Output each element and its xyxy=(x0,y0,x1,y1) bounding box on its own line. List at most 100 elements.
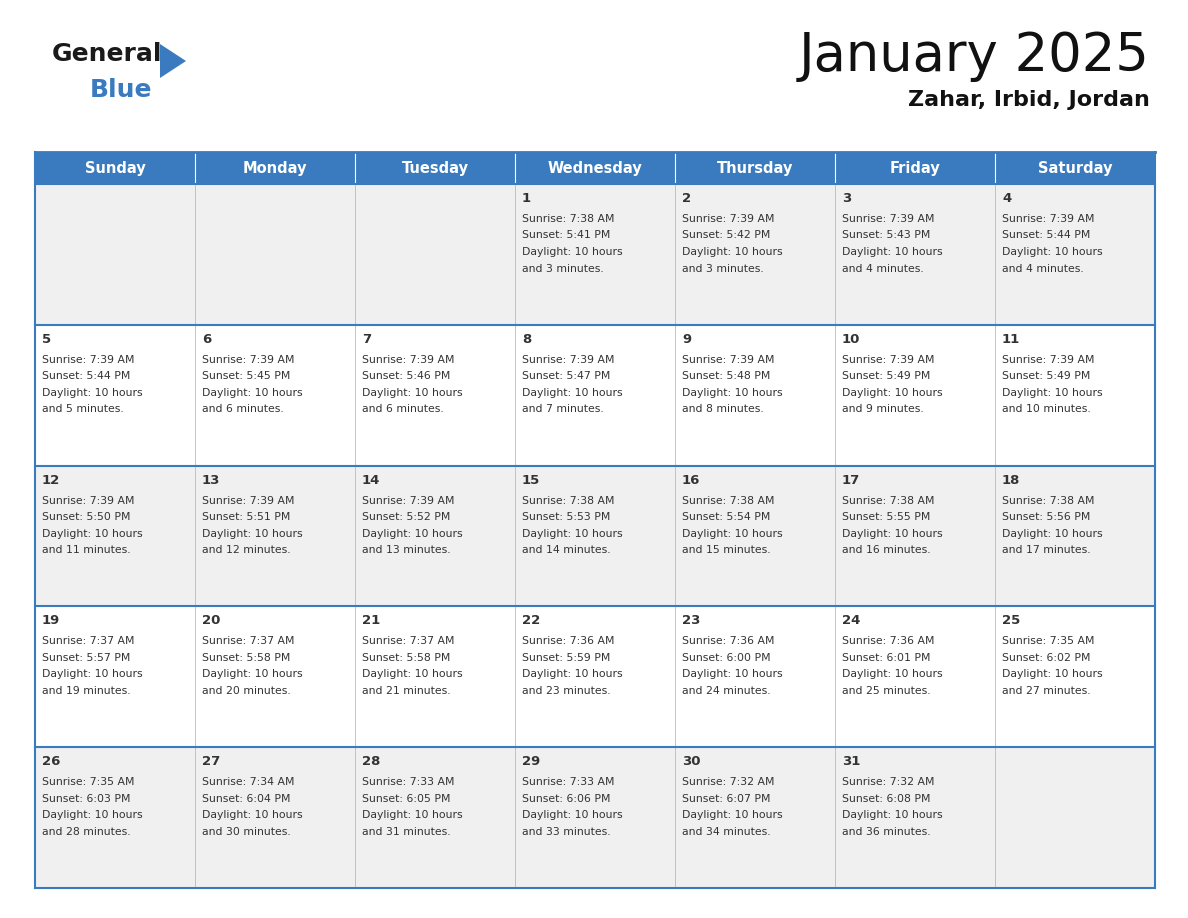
Text: Sunrise: 7:36 AM: Sunrise: 7:36 AM xyxy=(842,636,935,646)
Text: Sunrise: 7:39 AM: Sunrise: 7:39 AM xyxy=(682,214,775,224)
Text: 2: 2 xyxy=(682,192,691,205)
Bar xyxy=(195,152,355,184)
Text: Sunrise: 7:37 AM: Sunrise: 7:37 AM xyxy=(42,636,134,646)
Text: Sunrise: 7:38 AM: Sunrise: 7:38 AM xyxy=(522,496,614,506)
Text: Sunrise: 7:39 AM: Sunrise: 7:39 AM xyxy=(522,354,614,364)
Text: Sunrise: 7:39 AM: Sunrise: 7:39 AM xyxy=(1001,214,1094,224)
Bar xyxy=(34,607,1155,747)
Text: Sunrise: 7:36 AM: Sunrise: 7:36 AM xyxy=(682,636,775,646)
Bar xyxy=(675,152,835,184)
Text: and 14 minutes.: and 14 minutes. xyxy=(522,545,611,555)
Text: Sunset: 5:49 PM: Sunset: 5:49 PM xyxy=(842,371,930,381)
Text: Daylight: 10 hours: Daylight: 10 hours xyxy=(1001,669,1102,679)
Text: Sunset: 6:03 PM: Sunset: 6:03 PM xyxy=(42,794,131,803)
Text: 31: 31 xyxy=(842,756,860,768)
Text: 19: 19 xyxy=(42,614,61,627)
Text: and 11 minutes.: and 11 minutes. xyxy=(42,545,131,555)
Text: Sunrise: 7:38 AM: Sunrise: 7:38 AM xyxy=(842,496,935,506)
Text: Sunrise: 7:32 AM: Sunrise: 7:32 AM xyxy=(682,778,775,788)
Text: Sunset: 5:59 PM: Sunset: 5:59 PM xyxy=(522,653,611,663)
Text: Sunset: 6:02 PM: Sunset: 6:02 PM xyxy=(1001,653,1091,663)
Text: Daylight: 10 hours: Daylight: 10 hours xyxy=(42,811,143,820)
Text: and 10 minutes.: and 10 minutes. xyxy=(1001,404,1091,414)
Text: Sunrise: 7:36 AM: Sunrise: 7:36 AM xyxy=(522,636,614,646)
Polygon shape xyxy=(160,44,187,78)
Text: Daylight: 10 hours: Daylight: 10 hours xyxy=(682,811,783,820)
Text: and 21 minutes.: and 21 minutes. xyxy=(362,686,450,696)
Text: 14: 14 xyxy=(362,474,380,487)
Text: Sunset: 5:58 PM: Sunset: 5:58 PM xyxy=(362,653,450,663)
Text: 8: 8 xyxy=(522,333,531,346)
Text: 25: 25 xyxy=(1001,614,1020,627)
Text: Daylight: 10 hours: Daylight: 10 hours xyxy=(522,247,623,257)
Text: 11: 11 xyxy=(1001,333,1020,346)
Text: Sunset: 5:44 PM: Sunset: 5:44 PM xyxy=(1001,230,1091,241)
Text: and 20 minutes.: and 20 minutes. xyxy=(202,686,291,696)
Text: Daylight: 10 hours: Daylight: 10 hours xyxy=(522,811,623,820)
Text: Sunrise: 7:39 AM: Sunrise: 7:39 AM xyxy=(1001,354,1094,364)
Text: and 4 minutes.: and 4 minutes. xyxy=(842,263,924,274)
Text: Daylight: 10 hours: Daylight: 10 hours xyxy=(202,529,303,539)
Text: Daylight: 10 hours: Daylight: 10 hours xyxy=(362,811,462,820)
Text: Daylight: 10 hours: Daylight: 10 hours xyxy=(42,669,143,679)
Bar xyxy=(355,152,516,184)
Text: 6: 6 xyxy=(202,333,211,346)
Text: Daylight: 10 hours: Daylight: 10 hours xyxy=(362,387,462,397)
Text: Sunset: 5:57 PM: Sunset: 5:57 PM xyxy=(42,653,131,663)
Text: 9: 9 xyxy=(682,333,691,346)
Text: and 13 minutes.: and 13 minutes. xyxy=(362,545,450,555)
Text: Sunrise: 7:39 AM: Sunrise: 7:39 AM xyxy=(842,354,935,364)
Text: and 12 minutes.: and 12 minutes. xyxy=(202,545,291,555)
Text: Sunset: 5:41 PM: Sunset: 5:41 PM xyxy=(522,230,611,241)
Text: Sunrise: 7:32 AM: Sunrise: 7:32 AM xyxy=(842,778,935,788)
Text: 16: 16 xyxy=(682,474,701,487)
Text: Sunset: 5:49 PM: Sunset: 5:49 PM xyxy=(1001,371,1091,381)
Text: Sunset: 6:07 PM: Sunset: 6:07 PM xyxy=(682,794,771,803)
Text: and 24 minutes.: and 24 minutes. xyxy=(682,686,771,696)
Text: Monday: Monday xyxy=(242,161,308,175)
Text: Sunset: 5:44 PM: Sunset: 5:44 PM xyxy=(42,371,131,381)
Bar xyxy=(996,152,1155,184)
Text: Sunrise: 7:35 AM: Sunrise: 7:35 AM xyxy=(42,778,134,788)
Text: Sunrise: 7:39 AM: Sunrise: 7:39 AM xyxy=(362,496,455,506)
Text: and 5 minutes.: and 5 minutes. xyxy=(42,404,124,414)
Text: Daylight: 10 hours: Daylight: 10 hours xyxy=(842,811,942,820)
Text: Sunset: 6:00 PM: Sunset: 6:00 PM xyxy=(682,653,771,663)
Text: Sunday: Sunday xyxy=(84,161,145,175)
Text: General: General xyxy=(52,42,163,66)
Text: Daylight: 10 hours: Daylight: 10 hours xyxy=(522,669,623,679)
Text: Daylight: 10 hours: Daylight: 10 hours xyxy=(522,387,623,397)
Text: Sunset: 5:56 PM: Sunset: 5:56 PM xyxy=(1001,512,1091,522)
Text: and 3 minutes.: and 3 minutes. xyxy=(682,263,764,274)
Text: 12: 12 xyxy=(42,474,61,487)
Text: 18: 18 xyxy=(1001,474,1020,487)
Text: Sunrise: 7:39 AM: Sunrise: 7:39 AM xyxy=(202,354,295,364)
Text: 22: 22 xyxy=(522,614,541,627)
Text: Sunrise: 7:37 AM: Sunrise: 7:37 AM xyxy=(362,636,455,646)
Text: Sunrise: 7:38 AM: Sunrise: 7:38 AM xyxy=(1001,496,1094,506)
Text: 3: 3 xyxy=(842,192,852,205)
Text: and 17 minutes.: and 17 minutes. xyxy=(1001,545,1091,555)
Bar xyxy=(34,184,1155,325)
Text: 26: 26 xyxy=(42,756,61,768)
Text: Daylight: 10 hours: Daylight: 10 hours xyxy=(682,387,783,397)
Text: Sunset: 6:04 PM: Sunset: 6:04 PM xyxy=(202,794,291,803)
Text: Sunrise: 7:35 AM: Sunrise: 7:35 AM xyxy=(1001,636,1094,646)
Text: Sunrise: 7:39 AM: Sunrise: 7:39 AM xyxy=(682,354,775,364)
Text: and 7 minutes.: and 7 minutes. xyxy=(522,404,604,414)
Bar xyxy=(835,152,996,184)
Text: 13: 13 xyxy=(202,474,221,487)
Text: Thursday: Thursday xyxy=(716,161,794,175)
Text: and 16 minutes.: and 16 minutes. xyxy=(842,545,930,555)
Text: 24: 24 xyxy=(842,614,860,627)
Text: Sunset: 5:52 PM: Sunset: 5:52 PM xyxy=(362,512,450,522)
Text: Tuesday: Tuesday xyxy=(402,161,468,175)
Text: Sunrise: 7:39 AM: Sunrise: 7:39 AM xyxy=(362,354,455,364)
Text: Daylight: 10 hours: Daylight: 10 hours xyxy=(202,669,303,679)
Text: Sunrise: 7:33 AM: Sunrise: 7:33 AM xyxy=(362,778,455,788)
Text: and 3 minutes.: and 3 minutes. xyxy=(522,263,604,274)
Bar xyxy=(34,465,1155,607)
Text: Daylight: 10 hours: Daylight: 10 hours xyxy=(682,247,783,257)
Text: Daylight: 10 hours: Daylight: 10 hours xyxy=(842,669,942,679)
Text: Sunset: 5:58 PM: Sunset: 5:58 PM xyxy=(202,653,290,663)
